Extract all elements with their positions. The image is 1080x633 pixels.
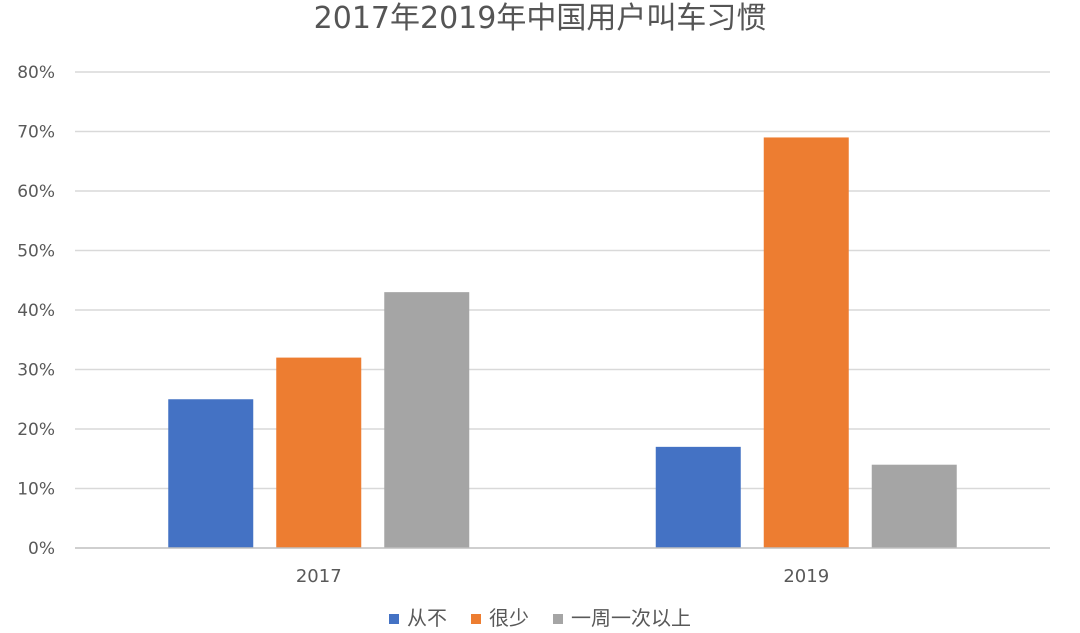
x-category-label: 2017 [296, 566, 342, 587]
legend-swatch [471, 614, 481, 624]
y-tick-label: 60% [17, 182, 55, 202]
bar-2017-一周一次以上 [384, 292, 470, 548]
x-category-label: 2019 [783, 566, 829, 587]
x-axis-categories: 2017 2019 [296, 566, 829, 587]
y-tick-label: 80% [17, 63, 55, 83]
y-axis-ticks: 0% 10% 20% 30% 40% 50% 60% 70% 80% [17, 63, 55, 559]
bar-2019-一周一次以上 [871, 464, 957, 548]
legend-label: 从不 [407, 606, 447, 630]
y-tick-label: 0% [28, 539, 55, 559]
legend-swatch [553, 614, 563, 624]
bars [168, 137, 957, 548]
y-tick-label: 70% [17, 123, 55, 143]
y-tick-label: 10% [17, 480, 55, 500]
y-tick-label: 20% [17, 420, 55, 440]
y-tick-label: 50% [17, 242, 55, 262]
y-tick-label: 30% [17, 361, 55, 381]
bar-2019-从不 [655, 446, 741, 548]
y-tick-label: 40% [17, 301, 55, 321]
bar-2017-从不 [168, 399, 254, 548]
legend-swatch [389, 614, 399, 624]
legend: 从不 很少 一周一次以上 [389, 606, 691, 630]
bar-2017-很少 [276, 357, 362, 548]
legend-label: 很少 [489, 606, 529, 630]
bar-2019-很少 [763, 137, 849, 548]
legend-label: 一周一次以上 [571, 606, 691, 630]
chart-title: 2017年2019年中国用户叫车习惯 [314, 1, 767, 36]
